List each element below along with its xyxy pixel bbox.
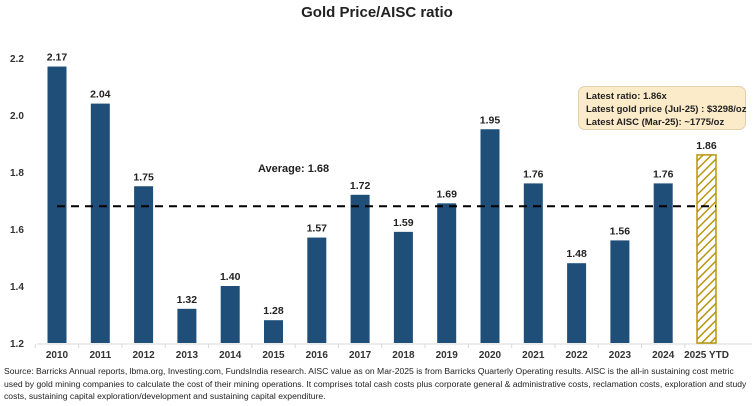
data-label: 2.17	[47, 52, 68, 64]
x-tick-label: 2012	[132, 350, 155, 361]
x-axis: 2010 2011 2012 2013 2014 2015 2016 2017 2018 2019…	[34, 344, 729, 361]
data-label: 1.28	[263, 305, 284, 317]
y-tick-label: 2.0	[10, 111, 24, 122]
info-box: Latest ratio: 1.86x Latest gold price (J…	[578, 86, 747, 130]
data-label: 1.75	[133, 171, 154, 183]
data-label: 1.59	[393, 217, 414, 229]
bar	[307, 237, 327, 343]
bar	[90, 103, 110, 343]
y-tick-label: 1.2	[10, 339, 24, 350]
y-axis: 1.2 1.4 1.6 1.8 2.0 2.2	[10, 54, 24, 350]
bar	[523, 183, 543, 343]
average-label: Average: 1.68	[258, 163, 329, 175]
bar	[653, 183, 673, 343]
x-tick-label: 2017	[349, 350, 372, 361]
x-tick-label: 2011	[89, 350, 111, 361]
info-latest-gold-price: Latest gold price (Jul-25) : $3298/oz	[586, 104, 747, 115]
y-tick-label: 2.2	[10, 54, 24, 65]
chart-title: Gold Price/AISC ratio	[301, 4, 453, 21]
bars	[47, 66, 717, 344]
data-label: 1.56	[610, 225, 631, 237]
data-label: 1.76	[523, 168, 544, 180]
x-tick-label: 2018	[392, 350, 415, 361]
bar	[134, 186, 154, 343]
x-tick-label: 2013	[176, 350, 199, 361]
x-tick-label: 2021	[522, 350, 545, 361]
x-tick-label: 2022	[565, 350, 588, 361]
bar	[264, 320, 283, 343]
bar-highlight	[696, 154, 717, 344]
y-tick-label: 1.4	[10, 282, 24, 293]
bar	[610, 240, 630, 343]
x-tick-label: 2016	[306, 350, 329, 361]
bar	[480, 129, 500, 343]
bar	[47, 66, 67, 344]
data-label: 1.40	[220, 271, 241, 283]
data-label: 2.04	[90, 89, 111, 101]
data-label: 1.48	[566, 248, 587, 260]
data-label: 1.69	[436, 188, 457, 200]
bar	[437, 203, 457, 343]
data-label: 1.72	[350, 180, 371, 192]
y-tick-label: 1.8	[10, 168, 24, 179]
bar	[350, 194, 370, 343]
x-tick-label: 2020	[479, 350, 502, 361]
source-note: Source: Barricks Annual reports, lbma.or…	[4, 366, 747, 401]
bar	[567, 263, 587, 343]
x-tick-label: 2024	[652, 350, 675, 361]
x-tick-label: 2015	[262, 350, 285, 361]
data-label: 1.76	[653, 168, 674, 180]
info-latest-ratio: Latest ratio: 1.86x	[586, 91, 667, 102]
x-tick-label: 2023	[609, 350, 632, 361]
data-label: 1.32	[177, 294, 198, 306]
x-tick-label: 2025 YTD	[684, 350, 729, 361]
data-label: 1.57	[307, 223, 328, 235]
x-tick-label: 2019	[436, 350, 459, 361]
data-label: 1.86	[696, 140, 717, 152]
data-label: 1.95	[480, 114, 501, 126]
y-tick-label: 1.6	[10, 225, 24, 236]
bar	[393, 231, 413, 343]
info-latest-aisc: Latest AISC (Mar-25): ~1775/oz	[586, 117, 725, 128]
bar	[220, 286, 240, 343]
x-tick-label: 2010	[46, 350, 69, 361]
bar	[177, 308, 197, 343]
x-tick-label: 2014	[219, 350, 242, 361]
data-labels: 2.17 2.04 1.75 1.32 1.40 1.28 1.57 1.72 1.59 1.69…	[47, 52, 717, 318]
